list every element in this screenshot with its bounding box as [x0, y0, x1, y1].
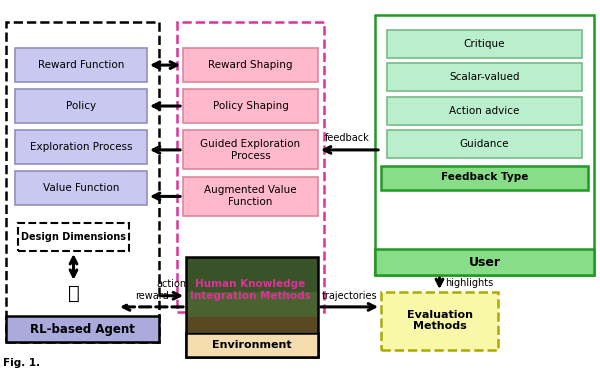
FancyBboxPatch shape — [381, 166, 588, 190]
Text: Guidance: Guidance — [460, 139, 509, 149]
Text: Guided Exploration
Process: Guided Exploration Process — [200, 139, 301, 161]
Text: trajectories: trajectories — [322, 291, 377, 301]
FancyBboxPatch shape — [375, 249, 594, 275]
Text: Policy Shaping: Policy Shaping — [212, 101, 289, 111]
FancyBboxPatch shape — [15, 48, 147, 82]
Text: Environment: Environment — [212, 340, 292, 350]
FancyBboxPatch shape — [387, 97, 582, 125]
Text: Augmented Value
Function: Augmented Value Function — [204, 185, 297, 207]
FancyBboxPatch shape — [183, 130, 318, 169]
FancyBboxPatch shape — [375, 15, 594, 275]
FancyBboxPatch shape — [15, 89, 147, 123]
FancyBboxPatch shape — [186, 333, 318, 357]
FancyBboxPatch shape — [183, 177, 318, 216]
FancyBboxPatch shape — [381, 292, 498, 350]
Text: Fig. 1.: Fig. 1. — [3, 358, 40, 368]
FancyBboxPatch shape — [186, 292, 318, 332]
FancyBboxPatch shape — [183, 89, 318, 123]
FancyBboxPatch shape — [387, 63, 582, 91]
FancyBboxPatch shape — [177, 22, 324, 312]
FancyBboxPatch shape — [186, 257, 318, 332]
FancyBboxPatch shape — [183, 48, 318, 82]
FancyBboxPatch shape — [6, 22, 159, 342]
Text: highlights: highlights — [445, 279, 493, 288]
FancyBboxPatch shape — [186, 317, 318, 332]
Text: RL-based Agent: RL-based Agent — [30, 324, 135, 336]
Text: User: User — [469, 256, 500, 269]
Text: Reward Shaping: Reward Shaping — [208, 60, 293, 70]
Text: Value Function: Value Function — [43, 183, 119, 193]
FancyBboxPatch shape — [387, 130, 582, 158]
Text: Action advice: Action advice — [449, 106, 520, 116]
FancyBboxPatch shape — [15, 130, 147, 164]
Text: Design Dimensions: Design Dimensions — [21, 232, 126, 242]
FancyBboxPatch shape — [18, 223, 129, 251]
Text: feedback: feedback — [325, 133, 369, 143]
Text: Critique: Critique — [464, 39, 505, 49]
Text: Scalar-valued: Scalar-valued — [449, 72, 520, 82]
Text: Exploration Process: Exploration Process — [30, 142, 132, 152]
Text: 🤖: 🤖 — [68, 284, 79, 304]
Text: action: action — [157, 279, 187, 289]
Text: Reward Function: Reward Function — [38, 60, 124, 70]
FancyBboxPatch shape — [15, 171, 147, 205]
Text: reward: reward — [135, 291, 169, 301]
Text: Feedback Type: Feedback Type — [441, 173, 528, 182]
FancyBboxPatch shape — [6, 316, 159, 342]
FancyBboxPatch shape — [387, 30, 582, 58]
Text: Human Knowledge
Integration Methods: Human Knowledge Integration Methods — [190, 279, 311, 301]
Text: Policy: Policy — [66, 101, 96, 111]
Text: Evaluation
Methods: Evaluation Methods — [407, 310, 473, 331]
